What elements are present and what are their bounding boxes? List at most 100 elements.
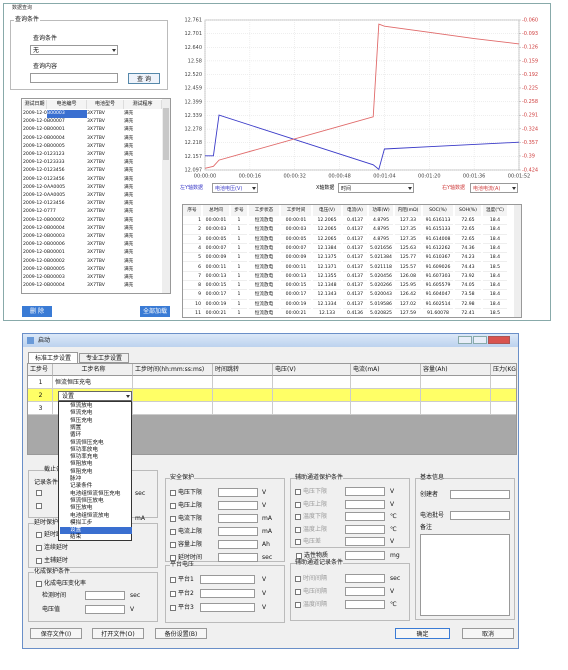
button[interactable]: 确定 bbox=[395, 628, 450, 639]
list-cell[interactable]: 2009-12-01 bbox=[23, 258, 47, 264]
text-input[interactable] bbox=[30, 73, 118, 83]
grid-cell[interactable] bbox=[421, 389, 491, 402]
text-input[interactable] bbox=[200, 603, 255, 612]
grid-cell[interactable] bbox=[491, 402, 516, 415]
list-cell[interactable]: 123456 bbox=[47, 176, 65, 182]
list-cell[interactable]: B00007 bbox=[47, 119, 65, 125]
dropdown-item[interactable]: 循环 bbox=[70, 432, 82, 439]
minimize-button[interactable] bbox=[458, 336, 472, 344]
list-cell[interactable]: 满充 bbox=[124, 152, 134, 157]
list-cell[interactable]: 满充 bbox=[124, 201, 134, 207]
checkbox[interactable] bbox=[36, 581, 42, 587]
select[interactable]: 无 bbox=[30, 45, 118, 55]
list-cell[interactable]: 123456 bbox=[47, 201, 65, 207]
text-input[interactable] bbox=[345, 512, 385, 521]
text-input[interactable] bbox=[218, 514, 258, 523]
grid-cell[interactable] bbox=[28, 402, 53, 415]
list-cell[interactable]: 2009-12-01 bbox=[23, 176, 47, 182]
list-cell[interactable]: 2009-12-01 bbox=[23, 160, 47, 166]
list-cell[interactable]: 满充 bbox=[124, 135, 134, 141]
checkbox[interactable] bbox=[36, 503, 42, 509]
select[interactable]: 设置 bbox=[58, 391, 132, 401]
list-cell[interactable]: 满充 bbox=[124, 160, 134, 166]
list-cell[interactable]: 满充 bbox=[124, 234, 134, 239]
checkbox[interactable] bbox=[295, 589, 301, 595]
dropdown-item[interactable]: 搁置 bbox=[70, 424, 82, 431]
list-cell[interactable]: 2009-12-01 bbox=[23, 168, 47, 174]
list-cell[interactable]: 3X7TBV bbox=[87, 127, 105, 133]
list-cell[interactable]: B00003 bbox=[47, 275, 65, 280]
grid-cell[interactable] bbox=[421, 402, 491, 415]
list-cell[interactable]: 3X7TBV bbox=[87, 225, 105, 231]
list-cell[interactable]: 123123 bbox=[47, 152, 65, 157]
list-cell[interactable]: 3X7TBV bbox=[87, 119, 105, 125]
checkbox[interactable] bbox=[36, 558, 42, 564]
checkbox[interactable] bbox=[295, 526, 301, 533]
dropdown-item[interactable]: 电池组恒流恒压充电 bbox=[70, 490, 121, 497]
grid-cell[interactable] bbox=[421, 376, 491, 389]
list-cell[interactable]: 3X7TBV bbox=[87, 209, 105, 215]
text-input[interactable] bbox=[345, 574, 385, 583]
list-cell[interactable]: 3X7TBV bbox=[87, 275, 105, 280]
checkbox[interactable] bbox=[170, 591, 176, 597]
dropdown-item[interactable]: 恒压充电 bbox=[70, 417, 93, 424]
list-cell[interactable]: B00002 bbox=[47, 217, 65, 223]
list-cell[interactable]: AA0005 bbox=[47, 184, 66, 190]
grid-cell[interactable] bbox=[53, 376, 133, 389]
list-cell[interactable]: B00005 bbox=[47, 266, 65, 272]
list-cell[interactable]: 满充 bbox=[124, 119, 134, 125]
dropdown-item[interactable]: 设置 bbox=[60, 527, 132, 535]
grid-cell[interactable] bbox=[213, 389, 273, 402]
list-cell[interactable]: 满充 bbox=[124, 209, 134, 215]
dropdown-item[interactable]: 恒阻放电 bbox=[70, 461, 93, 468]
list-cell[interactable]: 满充 bbox=[124, 127, 134, 133]
list-cell[interactable]: AA0005 bbox=[47, 193, 66, 198]
checkbox[interactable] bbox=[295, 576, 301, 582]
dropdown-item[interactable]: 脉冲 bbox=[70, 476, 82, 482]
text-input[interactable] bbox=[218, 540, 258, 549]
checkbox[interactable] bbox=[295, 514, 301, 520]
list-cell[interactable]: 123456 bbox=[47, 168, 65, 174]
list-cell[interactable]: 2009-12-01 bbox=[23, 111, 47, 116]
list-cell[interactable]: 3X7TBV bbox=[87, 217, 105, 223]
list-cell[interactable]: 3X7TBV bbox=[87, 258, 105, 264]
dropdown-item[interactable]: 模拟工步 bbox=[70, 519, 93, 526]
list-cell[interactable]: 3X7TBV bbox=[87, 168, 105, 174]
list-cell[interactable]: 满充 bbox=[124, 283, 134, 289]
list-cell[interactable]: B00002 bbox=[47, 258, 65, 264]
button[interactable]: 取消 bbox=[462, 628, 514, 639]
text-input[interactable] bbox=[450, 490, 510, 499]
checkbox[interactable] bbox=[170, 529, 176, 535]
checkbox[interactable] bbox=[170, 542, 176, 548]
grid-cell[interactable] bbox=[28, 389, 53, 402]
delete-button[interactable]: 删 除 bbox=[22, 306, 52, 317]
checkbox[interactable] bbox=[170, 577, 176, 583]
list-cell[interactable]: 满充 bbox=[124, 242, 134, 248]
list-cell[interactable]: 3X7TBV bbox=[87, 234, 105, 239]
text-input[interactable] bbox=[450, 511, 510, 520]
list-cell[interactable]: 满充 bbox=[124, 217, 134, 223]
list-cell[interactable]: 2009-12-01 bbox=[23, 250, 47, 256]
close-button[interactable] bbox=[488, 336, 510, 344]
checkbox[interactable] bbox=[295, 489, 301, 495]
list-cell[interactable]: 123333 bbox=[47, 160, 65, 166]
list-cell[interactable]: 2009-12-01 bbox=[23, 201, 47, 207]
dropdown-item[interactable]: 恒压放电 bbox=[70, 505, 93, 512]
grid-cell[interactable] bbox=[351, 376, 421, 389]
tab[interactable]: 专业工步设置 bbox=[79, 353, 129, 363]
dropdown-item[interactable]: 恒流充电 bbox=[70, 410, 93, 417]
grid-cell[interactable] bbox=[351, 402, 421, 415]
grid-cell[interactable] bbox=[133, 402, 213, 415]
checkbox[interactable] bbox=[36, 532, 42, 538]
text-input[interactable] bbox=[218, 501, 258, 510]
grid-cell[interactable] bbox=[273, 389, 351, 402]
list-cell[interactable]: 2009-12-01 bbox=[23, 283, 47, 289]
list-cell[interactable]: 满充 bbox=[124, 111, 134, 116]
list-cell[interactable]: B00001 bbox=[47, 127, 65, 133]
list-cell[interactable]: 3X7TBV bbox=[87, 111, 105, 116]
list-cell[interactable]: 3X7TBV bbox=[87, 250, 105, 256]
grid-cell[interactable] bbox=[273, 402, 351, 415]
list-cell[interactable]: 3X7TBV bbox=[87, 266, 105, 272]
list-cell[interactable]: 2009-12-01 bbox=[23, 209, 47, 215]
text-input[interactable] bbox=[345, 487, 385, 496]
